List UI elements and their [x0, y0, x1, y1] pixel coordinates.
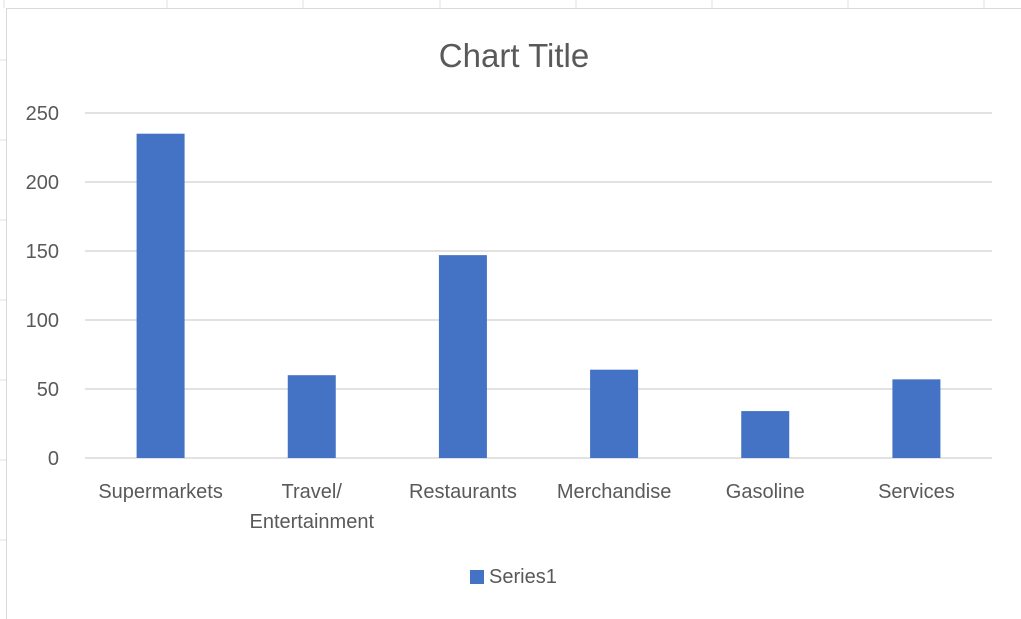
- x-category-label: Services: [878, 481, 955, 503]
- bar[interactable]: [590, 369, 639, 458]
- x-category-label: Gasoline: [726, 481, 805, 503]
- bar-chart[interactable]: Chart Title 0 50 100 150 200 250 Supermarkets…: [7, 9, 1021, 619]
- x-category-label: Merchandise: [557, 481, 672, 503]
- bar[interactable]: [741, 411, 790, 458]
- y-tick-label: 150: [26, 241, 59, 263]
- y-tick-label: 50: [37, 379, 59, 401]
- y-axis-tick-labels: 0 50 100 150 200 250: [26, 103, 59, 470]
- bar[interactable]: [438, 255, 487, 458]
- y-tick-label: 0: [48, 448, 59, 470]
- chart-area[interactable]: Chart Title 0 50 100 150 200 250 Supermarkets…: [6, 8, 1021, 619]
- x-category-label: Supermarkets: [98, 481, 223, 503]
- bar-series[interactable]: [136, 133, 941, 458]
- legend[interactable]: Series1: [470, 566, 557, 588]
- bar[interactable]: [136, 133, 185, 458]
- x-category-label: Restaurants: [409, 481, 517, 503]
- x-category-label: Travel/Entertainment: [249, 481, 374, 533]
- y-tick-label: 200: [26, 172, 59, 194]
- bar[interactable]: [892, 379, 941, 458]
- bar[interactable]: [287, 375, 336, 458]
- spreadsheet-gridlines: [0, 0, 985, 541]
- y-tick-label: 250: [26, 103, 59, 125]
- chart-title[interactable]: Chart Title: [439, 37, 589, 74]
- y-gridlines: [85, 112, 992, 459]
- legend-label-series1: Series1: [489, 566, 557, 588]
- legend-swatch-series1: [470, 570, 484, 584]
- x-axis-category-labels: Supermarkets Travel/Entertainment Restaura…: [98, 481, 954, 533]
- y-tick-label: 100: [26, 310, 59, 332]
